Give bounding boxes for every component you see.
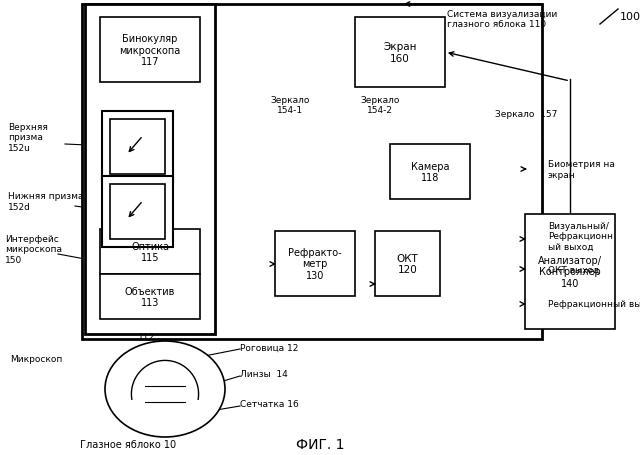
Text: Анализатор/
Контроллер
140: Анализатор/ Контроллер 140	[538, 255, 602, 288]
Bar	[102, 177, 173, 248]
Bar	[275, 232, 355, 296]
Text: 100: 100	[620, 12, 640, 22]
Text: Линзы  14: Линзы 14	[240, 369, 288, 379]
Text: Камера
118: Камера 118	[411, 162, 449, 183]
Text: Роговица 12: Роговица 12	[240, 343, 298, 352]
Text: Визуальный/
Рефракционн
ый выход: Визуальный/ Рефракционн ый выход	[548, 222, 613, 251]
Text: ОКТ
120: ОКТ 120	[397, 253, 419, 275]
Text: Нижняя призма
152d: Нижняя призма 152d	[8, 192, 83, 211]
Text: ФИГ. 1: ФИГ. 1	[296, 437, 344, 451]
Bar	[100, 274, 200, 319]
Text: Зеркало  157: Зеркало 157	[495, 110, 557, 119]
Bar	[100, 229, 200, 274]
Text: ОКТ выход: ОКТ выход	[548, 265, 599, 274]
Bar	[100, 18, 200, 83]
Ellipse shape	[105, 341, 225, 437]
Text: Рефракто-
метр
130: Рефракто- метр 130	[288, 248, 342, 280]
Text: Зеркало
154-1: Зеркало 154-1	[270, 96, 310, 115]
Text: Интерфейс
микроскопа
150: Интерфейс микроскопа 150	[5, 235, 62, 264]
Text: Сетчатка 16: Сетчатка 16	[240, 399, 299, 409]
Bar	[82, 5, 542, 339]
Text: Оптика
115: Оптика 115	[131, 241, 169, 263]
Bar	[525, 214, 615, 329]
Bar	[355, 18, 445, 88]
Bar	[110, 120, 165, 175]
Bar	[110, 185, 165, 239]
Text: Верхняя
призма
152u: Верхняя призма 152u	[8, 123, 48, 152]
Bar	[390, 145, 470, 200]
Text: Рефракционный выход: Рефракционный выход	[548, 300, 640, 309]
Bar	[375, 232, 440, 296]
Text: Глазное яблоко 10: Глазное яблоко 10	[80, 439, 176, 449]
Text: Биометрия на
экран: Биометрия на экран	[548, 160, 615, 179]
Text: Зеркало
154-2: Зеркало 154-2	[360, 96, 400, 115]
Bar	[85, 5, 215, 334]
Text: Экран
160: Экран 160	[383, 42, 417, 64]
Text: Бинокуляр
микроскопа
117: Бинокуляр микроскопа 117	[120, 34, 180, 67]
Text: Объектив
113: Объектив 113	[125, 286, 175, 308]
Bar	[102, 112, 173, 182]
Text: Система визуализации
глазного яблока 110: Система визуализации глазного яблока 110	[447, 10, 557, 29]
Text: 112: 112	[138, 333, 155, 342]
Text: Микроскоп: Микроскоп	[10, 355, 62, 364]
